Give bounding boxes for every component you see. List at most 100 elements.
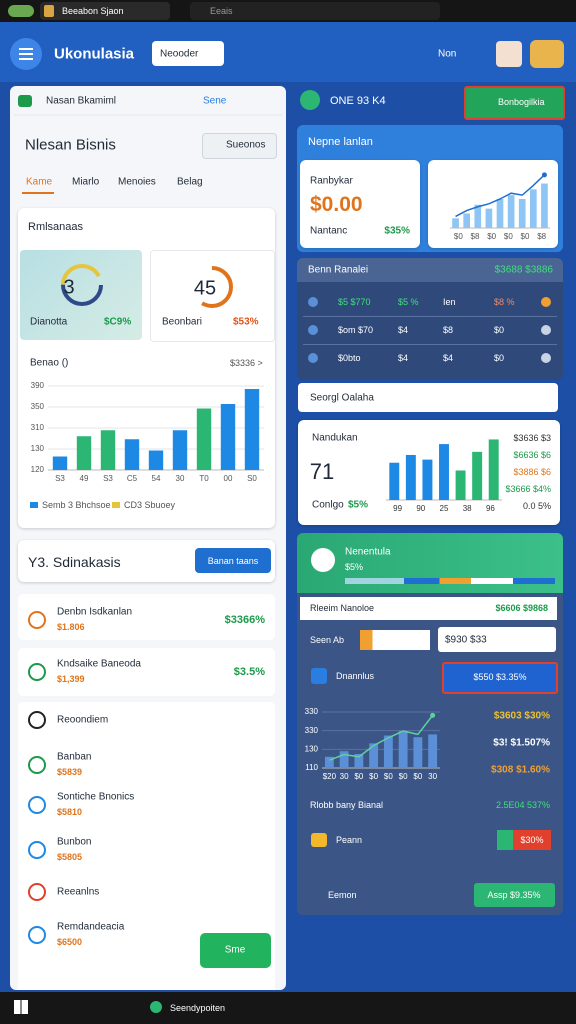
action-button[interactable] [464, 86, 565, 120]
x-tick-label: 25 [440, 504, 449, 513]
x-tick-label: $0 [504, 232, 513, 241]
tab[interactable]: Miarlo [72, 176, 100, 188]
stats-label: $3636 $3 [513, 433, 551, 443]
bar [398, 731, 408, 768]
icon [28, 841, 46, 859]
bar [172, 430, 188, 470]
list-amount: $6500 [57, 937, 83, 947]
bar [389, 462, 400, 500]
avatar[interactable] [530, 40, 564, 68]
icon [44, 5, 54, 17]
divider [14, 114, 282, 116]
progress [360, 630, 430, 650]
menu-button[interactable] [10, 38, 42, 70]
panel-link[interactable]: Sene [203, 95, 227, 107]
table-cell: $4 [398, 353, 409, 363]
tab[interactable] [190, 2, 440, 20]
footer-button-label[interactable]: Assp $9.35% [487, 890, 541, 900]
legend-swatch [30, 502, 38, 508]
kpi-sub: Nantanc [310, 225, 348, 237]
bar [496, 199, 504, 228]
dropdown-label[interactable]: Seorgl Oalaha [310, 392, 374, 404]
y-tick-label: 120 [31, 465, 45, 474]
bar [124, 439, 140, 470]
y-tick-label: 390 [31, 381, 45, 390]
table-cell: $5 $770 [338, 297, 371, 307]
legend-label: Semb 3 Bhchsoe [42, 500, 111, 510]
x-tick-label: $0 [413, 772, 422, 781]
item-button-label[interactable]: $550 $3.35% [473, 672, 527, 682]
start-button[interactable] [14, 1000, 28, 1014]
taskbar-app[interactable]: Seendypoiten [170, 1003, 226, 1013]
tab-label[interactable]: Beeabon Sjaon [62, 6, 124, 16]
tab[interactable]: Belag [177, 176, 203, 188]
bar [339, 751, 349, 768]
app-title: Ukonulasia [54, 45, 135, 63]
header-link[interactable]: Non [438, 48, 457, 60]
row-icon [308, 353, 318, 363]
item-button[interactable] [442, 662, 558, 694]
page-title: Nlesan Bisnis [25, 136, 116, 154]
taskbar [0, 992, 576, 1024]
x-tick-label: $20 [323, 772, 337, 781]
bar [452, 218, 459, 228]
table-cell: $om $70 [338, 325, 374, 335]
chart-label: $3! $1.507% [493, 737, 550, 749]
list-card [18, 648, 275, 696]
avatar[interactable] [496, 41, 522, 67]
list-name: Banban [57, 751, 92, 763]
tab[interactable]: Kame [26, 176, 53, 188]
stat-label: Dianotta [30, 316, 68, 328]
bar [405, 454, 416, 500]
search-button[interactable] [202, 133, 277, 159]
kpi-label: Ranbykar [310, 175, 353, 187]
search-label[interactable]: Sueonos [226, 139, 266, 151]
line [455, 174, 545, 218]
dropdown[interactable] [152, 41, 224, 66]
row-label: Seen Ab [310, 635, 345, 645]
summary-label: Rlobb bany Bianal [310, 800, 384, 810]
pay-label: Peann [336, 835, 363, 845]
card-title: Rmlsanaas [28, 221, 84, 233]
dropdown-label[interactable]: Neooder [160, 48, 199, 60]
x-tick-label: $0 [384, 772, 393, 781]
action-label[interactable]: Bonbogilkia [498, 97, 545, 107]
y-tick-label: 110 [305, 763, 318, 772]
bar [383, 735, 393, 768]
tab-label[interactable]: Eeais [210, 6, 233, 16]
footer-label: Eemon [328, 890, 357, 900]
tab-underline [22, 192, 54, 194]
green-header [297, 533, 563, 593]
bar [413, 737, 423, 768]
y-tick-label: 130 [31, 444, 45, 453]
bar [244, 389, 260, 470]
x-tick-label: $0 [521, 232, 530, 241]
tab[interactable]: Menoies [118, 176, 156, 188]
table-cell: $8 [443, 325, 454, 335]
menu-icon [19, 48, 33, 50]
band [300, 597, 557, 620]
section-title: Y3. Sdinakasis [28, 554, 121, 570]
tab[interactable] [40, 2, 170, 20]
section-button[interactable] [195, 548, 271, 573]
bar [485, 208, 493, 228]
y-tick-label: 310 [31, 423, 45, 432]
stat-change: $53% [233, 316, 259, 328]
footer-button[interactable] [474, 883, 555, 907]
icon [28, 711, 46, 729]
row-icon [541, 325, 551, 335]
x-tick-label: $0 [354, 772, 363, 781]
stats-title: Nandukan [312, 432, 358, 444]
icon [28, 611, 46, 629]
row-icon [541, 297, 551, 307]
list-name: Sontiche Bnonics [57, 791, 135, 803]
fab[interactable] [200, 933, 271, 968]
chart-link[interactable]: $3336 > [230, 358, 263, 368]
section-button-label[interactable]: Banan taans [207, 556, 259, 566]
table-cell: $8 % [494, 297, 515, 307]
fab-label[interactable]: Sme [224, 944, 246, 956]
row-divider [303, 316, 557, 317]
stats-change: $5% [348, 499, 369, 511]
table-cell: $5 % [398, 297, 419, 307]
dropdown[interactable] [298, 383, 558, 412]
